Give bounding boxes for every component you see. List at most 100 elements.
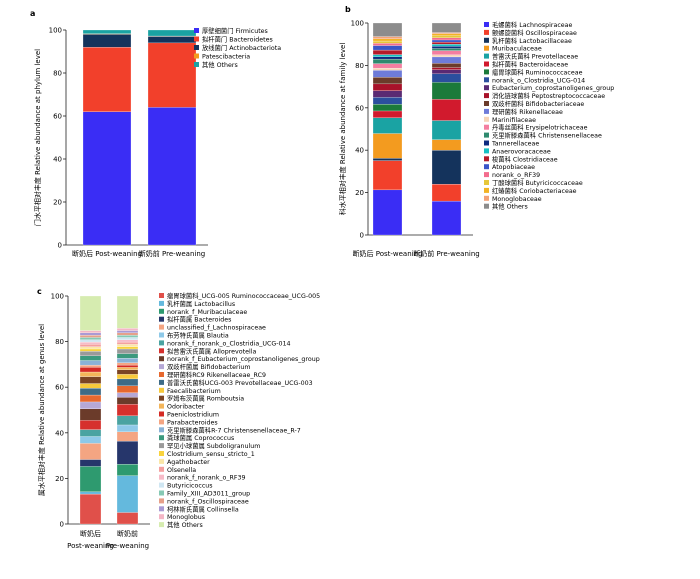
bar-segment bbox=[372, 110, 403, 118]
bar-segment bbox=[116, 341, 139, 345]
bar-segment bbox=[372, 38, 403, 42]
x-tick-label: 断奶后 bbox=[80, 529, 101, 538]
legend-swatch bbox=[484, 195, 489, 201]
x-tick-label: 断奶后 Post-weaning bbox=[72, 249, 142, 258]
bar-segment bbox=[431, 48, 462, 51]
panel-b: b 0 20 40 60 80 100 科水平相对丰度 Relative abundance … bbox=[338, 5, 614, 258]
bar-segment bbox=[116, 369, 139, 375]
legend-label: 普雷沃氏菌科 Prevotellaceae bbox=[492, 52, 578, 61]
bar-segment bbox=[116, 392, 139, 398]
panel-letter-c: c bbox=[37, 287, 42, 296]
bar-segment bbox=[431, 69, 462, 75]
bar-segment bbox=[372, 63, 403, 69]
legend-label: Faecalibacterium bbox=[167, 388, 221, 395]
y-axis-label: 科水平相对丰度 Relative abundance at family lev… bbox=[338, 43, 347, 216]
bar-segment bbox=[431, 200, 462, 236]
bar-segment bbox=[79, 360, 102, 366]
bar-segment bbox=[372, 36, 403, 39]
bar-segment bbox=[372, 90, 403, 98]
legend-swatch bbox=[484, 140, 489, 146]
bar-segment bbox=[79, 376, 102, 384]
legend-label: Parabacteroides bbox=[167, 419, 218, 426]
panel-letter-a: a bbox=[30, 9, 35, 18]
legend-label: 乳杆菌科 Lactobacillaceae bbox=[492, 36, 572, 45]
legend-swatch bbox=[159, 506, 164, 512]
legend-label: Butyricicoccus bbox=[167, 483, 213, 490]
legend-label: 罗姆布茨菌属 Romboutsia bbox=[167, 394, 244, 403]
bar-segment bbox=[116, 295, 139, 329]
legend-swatch bbox=[484, 37, 489, 43]
bar-segment bbox=[82, 47, 132, 112]
legend-label: 普雷沃氏菌科UCG-003 Prevotellaceae_UCG-003 bbox=[167, 378, 313, 387]
bar-segment bbox=[79, 394, 102, 403]
legend-label: Paeniclostridium bbox=[167, 412, 219, 419]
bar-segment bbox=[116, 353, 139, 359]
bar-segment bbox=[431, 99, 462, 121]
legend-swatch bbox=[159, 356, 164, 362]
legend-label: norank_f_Eubacterium_coprostanoligenes_g… bbox=[167, 356, 320, 363]
bar-segment bbox=[372, 56, 403, 60]
legend-swatch bbox=[484, 108, 489, 114]
legend-label: Muribaculaceae bbox=[492, 46, 542, 53]
legend-label: 瘤胃球菌科 Ruminococcaceae bbox=[492, 67, 583, 76]
legend-swatch bbox=[484, 148, 489, 154]
legend-swatch bbox=[159, 411, 164, 417]
legend-swatch bbox=[484, 101, 489, 106]
bar-segment bbox=[116, 385, 139, 393]
y-tick-label: 100 bbox=[51, 293, 64, 301]
bar-segment bbox=[147, 36, 197, 44]
legend-swatch bbox=[484, 172, 489, 178]
legend-label: 布劳特氏菌属 Blautia bbox=[167, 331, 229, 340]
y-axis-label: 门水平相对丰度 Relative abundance at phylum lev… bbox=[33, 49, 42, 226]
legend-swatch bbox=[484, 164, 489, 170]
legend-swatch bbox=[159, 474, 164, 480]
legend-swatch bbox=[159, 316, 164, 322]
legend-label: 拟普雷沃氏菌属 Alloprevotella bbox=[167, 346, 256, 355]
legend-label: 理研菌科 Rikenellaceae bbox=[492, 107, 563, 116]
legend-swatch bbox=[159, 364, 164, 370]
bar-segment bbox=[431, 44, 462, 47]
bar-segment bbox=[116, 440, 139, 465]
legend-swatch bbox=[194, 28, 199, 33]
bar-segment bbox=[116, 463, 139, 476]
x-tick-sublabel: Pre-weaning bbox=[106, 542, 149, 550]
bar-segment bbox=[79, 387, 102, 396]
legend-label: Clostridium_sensu_stricto_1 bbox=[167, 451, 255, 458]
legend-label: 其他 Others bbox=[202, 60, 238, 69]
legend-label: Eubacterium_coprostanoligenes_group bbox=[492, 85, 614, 92]
bar-segment bbox=[116, 367, 139, 370]
bar-segment bbox=[82, 111, 132, 246]
bar-segment bbox=[431, 46, 462, 49]
legend-label: 粪球菌属 Coprococcus bbox=[167, 433, 234, 442]
y-tick-label: 100 bbox=[351, 20, 364, 28]
panel-c: c 0 20 40 60 80 100 属水平相对丰度 Relative abundance … bbox=[37, 287, 320, 550]
legend-label: unclassified_f_Lachnospiraceae bbox=[167, 325, 266, 332]
bar-segment bbox=[116, 374, 139, 380]
legend-label: Tannerellaceae bbox=[491, 141, 539, 148]
y-tick-label: 40 bbox=[53, 156, 62, 164]
bar-segment bbox=[116, 358, 139, 363]
bar-segment bbox=[79, 344, 102, 347]
bar-segment bbox=[372, 54, 403, 57]
legend-label: 拟杆菌门 Bacteroidetes bbox=[202, 35, 273, 44]
legend-swatch bbox=[159, 340, 164, 346]
legend-swatch bbox=[484, 29, 489, 35]
legend-swatch bbox=[194, 36, 199, 42]
legend-label: 克里斯滕森菌科R-7 Christensenellaceae_R-7 bbox=[167, 425, 301, 434]
bar-segment bbox=[147, 42, 197, 108]
y-tick-label: 60 bbox=[53, 113, 62, 121]
legend-swatch bbox=[159, 498, 164, 504]
legend-swatch bbox=[484, 116, 489, 122]
legend-label: Atopobiaceae bbox=[492, 164, 535, 171]
bar-segment bbox=[431, 73, 462, 83]
legend-label: Anaerovoracaceae bbox=[492, 148, 551, 155]
legend-label: Family_XIII_AD3011_group bbox=[167, 491, 250, 498]
bar-segment bbox=[116, 415, 139, 426]
legend-swatch bbox=[159, 395, 164, 401]
bar-segment bbox=[431, 50, 462, 55]
y-tick-label: 0 bbox=[58, 242, 62, 250]
legend-label: 拟杆菌属 Bacteroides bbox=[167, 315, 231, 324]
legend-swatch bbox=[484, 45, 489, 51]
bar-segment bbox=[79, 466, 102, 492]
bar-segment bbox=[79, 348, 102, 352]
